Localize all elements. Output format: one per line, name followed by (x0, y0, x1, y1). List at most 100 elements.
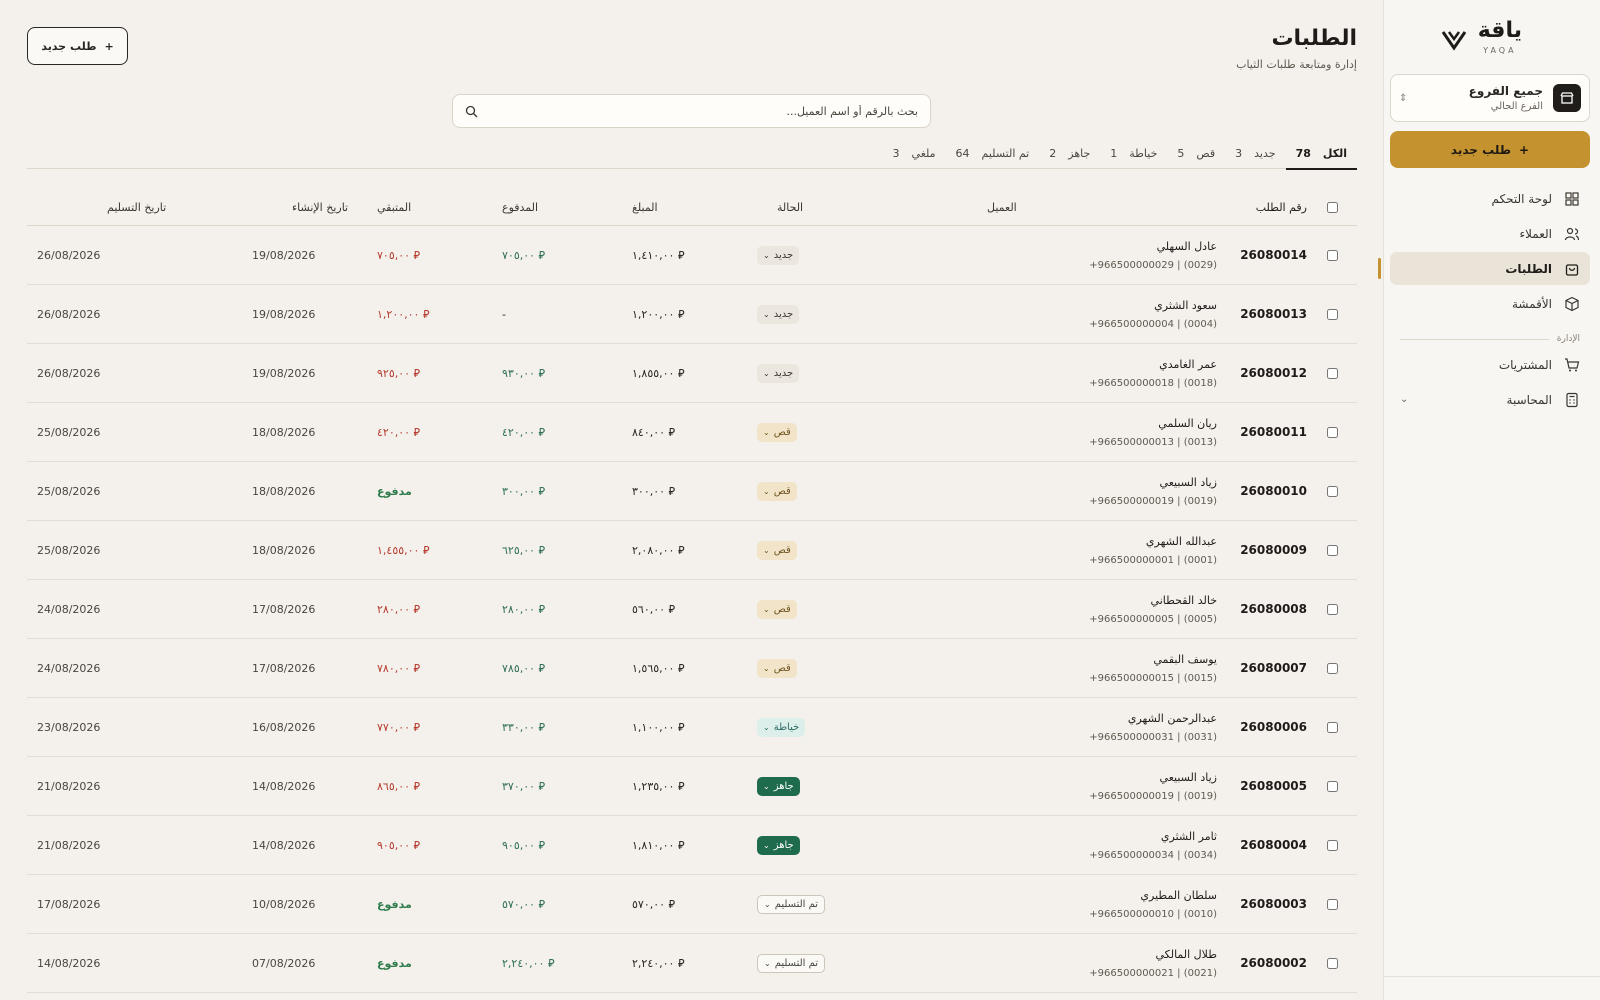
order-id[interactable]: 26080007 (1240, 661, 1307, 675)
table-row[interactable]: 26080014 عادل السهلي +966500000029 | (0029… (27, 226, 1357, 285)
order-id[interactable]: 26080006 (1240, 720, 1307, 734)
status-badge[interactable]: قص ⌄ (757, 658, 797, 678)
tab-all[interactable]: الكل 78 (1285, 138, 1358, 170)
status-badge[interactable]: قص ⌄ (757, 540, 797, 560)
table-row[interactable]: 26080005 زياد السبيعي +966500000019 | (001… (27, 757, 1357, 816)
status-badge[interactable]: تم التسليم ⌄ (757, 894, 826, 914)
customer-cell[interactable]: طلال المالكي +966500000021 | (0021) (977, 948, 1237, 979)
row-checkbox[interactable] (1326, 485, 1338, 497)
header-amount[interactable]: المبلغ (632, 201, 658, 214)
plus-icon: + (1519, 142, 1530, 157)
sidebar-item-fabrics[interactable]: الأقمشة (1390, 287, 1590, 320)
header-created[interactable]: تاريخ الإنشاء (292, 201, 349, 214)
sidebar-item-dashboard[interactable]: لوحة التحكم (1390, 182, 1590, 215)
select-all-checkbox[interactable] (1326, 202, 1338, 213)
row-checkbox[interactable] (1326, 957, 1338, 969)
table-row[interactable]: 26080012 عمر الغامدي +966500000018 | (0018… (27, 344, 1357, 403)
order-id[interactable]: 26080005 (1240, 779, 1307, 793)
customer-cell[interactable]: زياد السبيعي +966500000019 | (0019) (977, 476, 1237, 507)
table-row[interactable]: 26080007 يوسف البقمي +966500000015 | (0015… (27, 639, 1357, 698)
status-badge[interactable]: جاهز ⌄ (757, 776, 800, 796)
customer-cell[interactable]: عادل السهلي +966500000029 | (0029) (977, 240, 1237, 271)
status-badge[interactable]: خياطة ⌄ (757, 717, 806, 737)
delivery-date: 23/08/2026 (37, 721, 101, 734)
status-badge[interactable]: قص ⌄ (757, 422, 797, 442)
sidebar-item-accounting[interactable]: المحاسبة ⌄ (1390, 383, 1590, 416)
header-remaining[interactable]: المتبقي (377, 201, 412, 214)
tab-ready[interactable]: جاهز 2 (1039, 138, 1100, 169)
row-checkbox[interactable] (1326, 308, 1338, 320)
customer-phone: +966500000004 | (0004) (1089, 318, 1217, 330)
customer-name: يوسف البقمي (1153, 652, 1217, 666)
sidebar-item-customers[interactable]: العملاء (1390, 217, 1590, 250)
table-row[interactable]: 26080009 عبدالله الشهري +966500000001 | (0… (27, 521, 1357, 580)
customer-cell[interactable]: ثامر الشثري +966500000034 | (0034) (977, 830, 1237, 861)
sidebar-item-orders[interactable]: الطلبات (1378, 252, 1590, 285)
status-badge[interactable]: قص ⌄ (757, 481, 797, 501)
order-id[interactable]: 26080012 (1240, 366, 1307, 380)
customer-cell[interactable]: ريان السلمي +966500000013 | (0013) (977, 417, 1237, 448)
order-id[interactable]: 26080008 (1240, 602, 1307, 616)
status-badge[interactable]: جاهز ⌄ (757, 835, 800, 855)
order-id[interactable]: 26080011 (1240, 425, 1307, 439)
sidebar-new-order-button[interactable]: + طلب جديد (1390, 131, 1590, 168)
row-checkbox[interactable] (1326, 721, 1338, 733)
status-badge[interactable]: جديد ⌄ (757, 363, 800, 383)
row-checkbox[interactable] (1326, 839, 1338, 851)
customer-cell[interactable]: زياد السبيعي +966500000019 | (0019) (977, 771, 1237, 802)
customer-cell[interactable]: عبدالرحمن الشهري +966500000031 | (0031) (977, 712, 1237, 743)
customer-cell[interactable]: عبدالله الشهري +966500000001 | (0001) (977, 535, 1237, 566)
order-id[interactable]: 26080014 (1240, 248, 1307, 262)
customer-cell[interactable]: يوسف البقمي +966500000015 | (0015) (977, 653, 1237, 684)
table-row[interactable]: 26080013 سعود الشثري +966500000004 | (0004… (27, 285, 1357, 344)
branch-selector[interactable]: جميع الفروع الفرع الحالي ⇕ (1390, 74, 1590, 122)
new-order-button[interactable]: + طلب جديد (27, 27, 128, 65)
table-row[interactable]: 26080008 خالد القحطاني +966500000005 | (00… (27, 580, 1357, 639)
customer-cell[interactable]: سعود الشثري +966500000004 | (0004) (977, 299, 1237, 330)
table-row[interactable]: 26080011 ريان السلمي +966500000013 | (0013… (27, 403, 1357, 462)
status-badge[interactable]: قص ⌄ (757, 599, 797, 619)
header-delivery[interactable]: تاريخ التسليم (107, 201, 167, 214)
header-paid[interactable]: المدفوع (502, 201, 539, 214)
row-checkbox[interactable] (1326, 367, 1338, 379)
table-row[interactable]: 26080003 سلطان المطيري +966500000010 | (00… (27, 875, 1357, 934)
customer-name: طلال المالكي (1155, 947, 1217, 961)
row-checkbox[interactable] (1326, 898, 1338, 910)
customer-phone: +966500000021 | (0021) (1089, 967, 1217, 979)
status-badge[interactable]: جديد ⌄ (757, 245, 800, 265)
table-row[interactable]: 26080010 زياد السبيعي +966500000019 | (001… (27, 462, 1357, 521)
customer-cell[interactable]: سلطان المطيري +966500000010 | (0010) (977, 889, 1237, 920)
status-badge[interactable]: جديد ⌄ (757, 304, 800, 324)
tab-new[interactable]: جديد 3 (1225, 138, 1285, 169)
order-id[interactable]: 26080002 (1240, 956, 1307, 970)
table-row[interactable]: 26080004 ثامر الشثري +966500000034 | (0034… (27, 816, 1357, 875)
app-logo[interactable]: ياقة YAQA (1440, 20, 1522, 55)
status-badge[interactable]: تم التسليم ⌄ (757, 953, 826, 973)
header-status[interactable]: الحالة (777, 201, 804, 214)
tab-cancelled[interactable]: ملغي 3 (883, 138, 946, 169)
order-id[interactable]: 26080004 (1240, 838, 1307, 852)
search-input[interactable] (486, 104, 918, 118)
row-checkbox[interactable] (1326, 544, 1338, 556)
tab-delivered[interactable]: تم التسليم 64 (946, 138, 1040, 169)
tab-sewing[interactable]: خياطة 1 (1100, 138, 1167, 169)
row-checkbox[interactable] (1326, 603, 1338, 615)
order-id[interactable]: 26080003 (1240, 897, 1307, 911)
row-checkbox[interactable] (1326, 662, 1338, 674)
customer-cell[interactable]: عمر الغامدي +966500000018 | (0018) (977, 358, 1237, 389)
sidebar-item-purchases[interactable]: المشتريات (1390, 348, 1590, 381)
row-checkbox[interactable] (1326, 426, 1338, 438)
tab-cutting[interactable]: قص 5 (1167, 138, 1225, 169)
order-id[interactable]: 26080009 (1240, 543, 1307, 557)
header-customer[interactable]: العميل (987, 201, 1017, 214)
row-checkbox[interactable] (1326, 780, 1338, 792)
row-checkbox[interactable] (1326, 249, 1338, 261)
table-row[interactable]: 26080006 عبدالرحمن الشهري +966500000031 | … (27, 698, 1357, 757)
order-id[interactable]: 26080013 (1240, 307, 1307, 321)
header-order-id[interactable]: رقم الطلب (1255, 201, 1307, 214)
table-row[interactable]: 26080002 طلال المالكي +966500000021 | (002… (27, 934, 1357, 993)
chevron-down-icon[interactable]: ⌄ (1400, 394, 1409, 405)
order-id[interactable]: 26080010 (1240, 484, 1307, 498)
customer-cell[interactable]: خالد القحطاني +966500000005 | (0005) (977, 594, 1237, 625)
search-icon (465, 105, 478, 117)
